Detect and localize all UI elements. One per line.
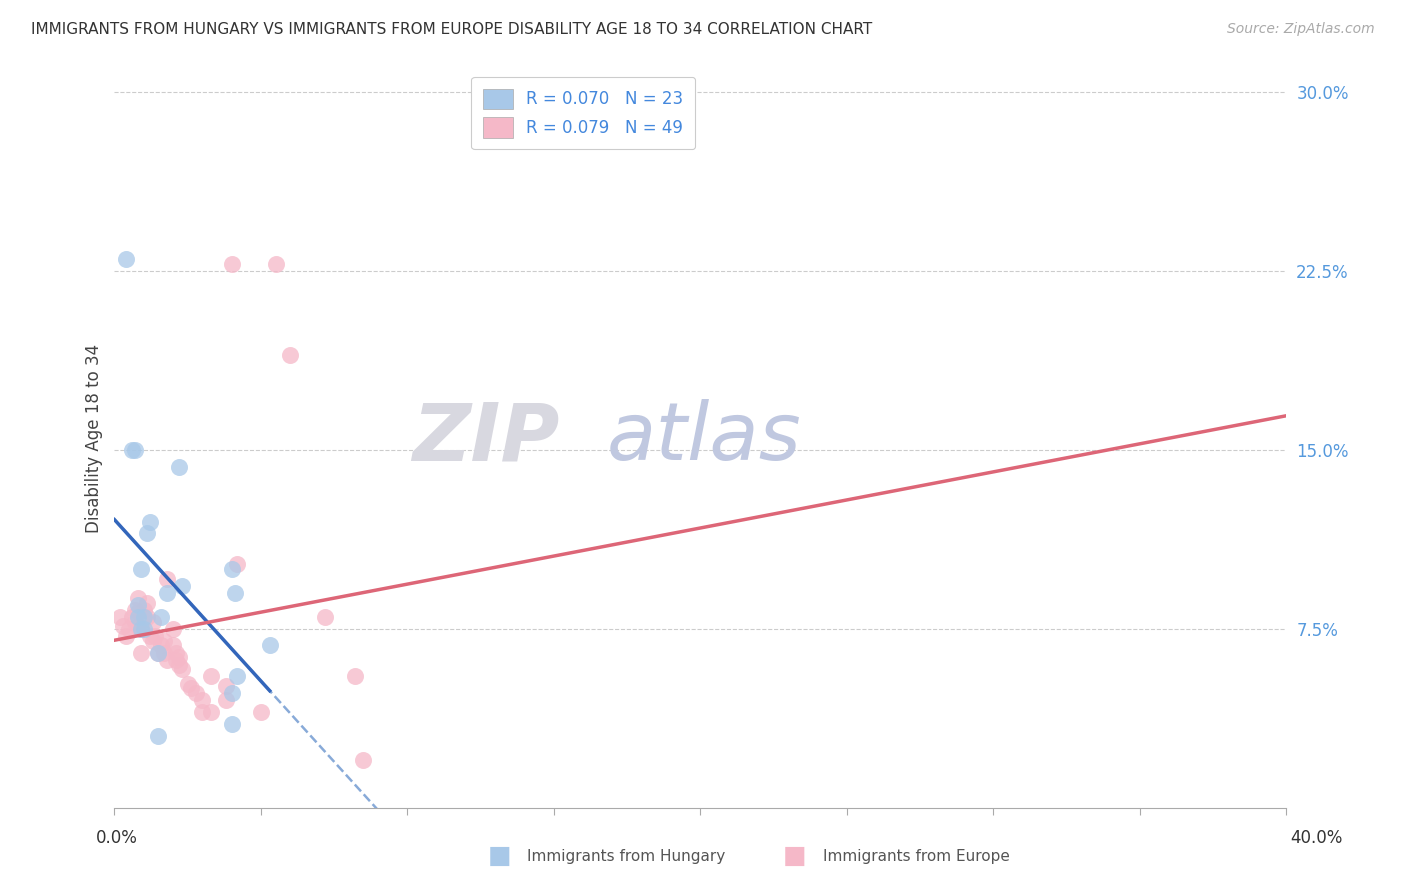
Point — [145, 629, 167, 643]
Point — [167, 459, 190, 474]
Point — [118, 622, 141, 636]
Point — [278, 348, 301, 362]
Point — [215, 679, 238, 693]
Point — [162, 622, 184, 636]
Point — [127, 605, 149, 619]
Point — [191, 705, 214, 719]
Point — [124, 603, 146, 617]
Point — [165, 653, 187, 667]
Point — [138, 629, 160, 643]
Point — [148, 646, 170, 660]
Point — [221, 257, 243, 271]
Text: ■: ■ — [783, 845, 806, 868]
Legend: R = 0.070   N = 23, R = 0.079   N = 49: R = 0.070 N = 23, R = 0.079 N = 49 — [471, 77, 695, 149]
Point — [124, 615, 146, 629]
Point — [115, 629, 138, 643]
Point — [141, 615, 163, 629]
Point — [186, 686, 208, 700]
Point — [129, 622, 152, 636]
Point — [141, 633, 163, 648]
Point — [264, 257, 287, 271]
Point — [226, 669, 249, 683]
Text: IMMIGRANTS FROM HUNGARY VS IMMIGRANTS FROM EUROPE DISABILITY AGE 18 TO 34 CORREL: IMMIGRANTS FROM HUNGARY VS IMMIGRANTS FR… — [31, 22, 872, 37]
Point — [148, 646, 170, 660]
Point — [221, 717, 243, 731]
Point — [343, 669, 366, 683]
Point — [200, 669, 222, 683]
Point — [153, 633, 176, 648]
Point — [156, 572, 179, 586]
Point — [167, 650, 190, 665]
Point — [165, 646, 187, 660]
Point — [135, 610, 157, 624]
Point — [353, 753, 375, 767]
Point — [224, 586, 246, 600]
Point — [135, 526, 157, 541]
Point — [314, 610, 336, 624]
Point — [156, 586, 179, 600]
Point — [129, 562, 152, 576]
Point — [135, 596, 157, 610]
Point — [121, 442, 143, 457]
Text: Immigrants from Europe: Immigrants from Europe — [823, 849, 1010, 863]
Text: 0.0%: 0.0% — [96, 829, 138, 847]
Point — [191, 693, 214, 707]
Y-axis label: Disability Age 18 to 34: Disability Age 18 to 34 — [86, 343, 103, 533]
Point — [150, 639, 173, 653]
Point — [124, 442, 146, 457]
Point — [176, 676, 198, 690]
Point — [221, 686, 243, 700]
Point — [129, 622, 152, 636]
Text: ZIP: ZIP — [412, 399, 560, 477]
Point — [180, 681, 202, 696]
Point — [250, 705, 273, 719]
Point — [132, 610, 155, 624]
Point — [112, 619, 135, 633]
Point — [156, 653, 179, 667]
Text: 40.0%: 40.0% — [1291, 829, 1343, 847]
Text: Source: ZipAtlas.com: Source: ZipAtlas.com — [1227, 22, 1375, 37]
Point — [121, 610, 143, 624]
Point — [127, 591, 149, 605]
Point — [129, 646, 152, 660]
Point — [259, 639, 281, 653]
Point — [170, 662, 193, 676]
Point — [170, 579, 193, 593]
Point — [153, 646, 176, 660]
Point — [221, 562, 243, 576]
Point — [138, 515, 160, 529]
Text: Immigrants from Hungary: Immigrants from Hungary — [527, 849, 725, 863]
Point — [148, 729, 170, 743]
Point — [162, 639, 184, 653]
Point — [127, 619, 149, 633]
Point — [167, 657, 190, 672]
Text: atlas: atlas — [606, 399, 801, 477]
Point — [110, 610, 132, 624]
Point — [215, 693, 238, 707]
Point — [226, 558, 249, 572]
Point — [200, 705, 222, 719]
Point — [132, 603, 155, 617]
Point — [150, 610, 173, 624]
Text: ■: ■ — [488, 845, 510, 868]
Point — [127, 610, 149, 624]
Point — [132, 622, 155, 636]
Point — [127, 598, 149, 612]
Point — [115, 252, 138, 267]
